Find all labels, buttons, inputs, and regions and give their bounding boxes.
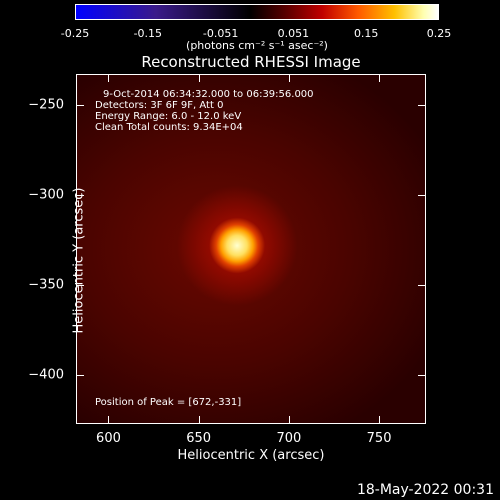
x-tick-mark [198,74,200,82]
annotation-peak: Position of Peak = [672,-331] [95,397,242,408]
x-axis-label: Heliocentric X (arcsec) [177,448,325,463]
heatmap-image [77,75,425,423]
x-tick-mark [288,74,290,82]
colorbar-tick-label: -0.25 [60,27,90,40]
y-tick-label: −300 [28,187,64,203]
colorbar-tick-label: -0.15 [133,27,163,40]
y-tick-mark [76,194,84,196]
annotation-time: 9-Oct-2014 06:34:32.000 to 06:39:56.000 [103,89,314,100]
x-tick-mark [379,74,381,82]
x-tick-mark [379,416,381,424]
annotation-energy: Energy Range: 6.0 - 12.0 keV [95,111,242,122]
y-tick-label: −400 [28,367,64,383]
y-tick-mark [418,285,426,287]
colorbar-tick-label: -0.051 [202,27,239,40]
y-tick-mark [418,375,426,377]
x-tick-mark [198,416,200,424]
y-tick-mark [418,194,426,196]
x-tick-mark [288,416,290,424]
colorbar [75,4,439,20]
y-tick-label: −350 [28,277,64,293]
colorbar-tick-label: 0.051 [277,27,310,40]
y-axis-label: Heliocentric Y (arcsec) [71,187,87,334]
colorbar-tick-label: 0.15 [353,27,379,40]
x-tick-label: 700 [276,431,302,446]
y-tick-mark [76,285,84,287]
plot-area: 9-Oct-2014 06:34:32.000 to 06:39:56.000 … [76,74,426,424]
y-tick-mark [76,375,84,377]
y-tick-mark [76,104,84,106]
x-tick-mark [108,74,110,82]
y-tick-mark [418,104,426,106]
annotation-clean: Clean Total counts: 9.34E+04 [95,122,243,133]
x-tick-label: 750 [366,431,392,446]
colorbar-unit: (photons cm⁻² s⁻¹ asec⁻²) [186,39,328,52]
timestamp: 18-May-2022 00:31 [356,482,494,498]
colorbar-tick-label: 0.25 [426,27,452,40]
x-tick-label: 650 [186,431,212,446]
chart-title: Reconstructed RHESSI Image [141,53,361,71]
x-tick-mark [108,416,110,424]
x-tick-label: 600 [96,431,121,446]
y-tick-label: −250 [28,97,64,113]
annotation-detectors: Detectors: 3F 6F 9F, Att 0 [95,100,224,111]
